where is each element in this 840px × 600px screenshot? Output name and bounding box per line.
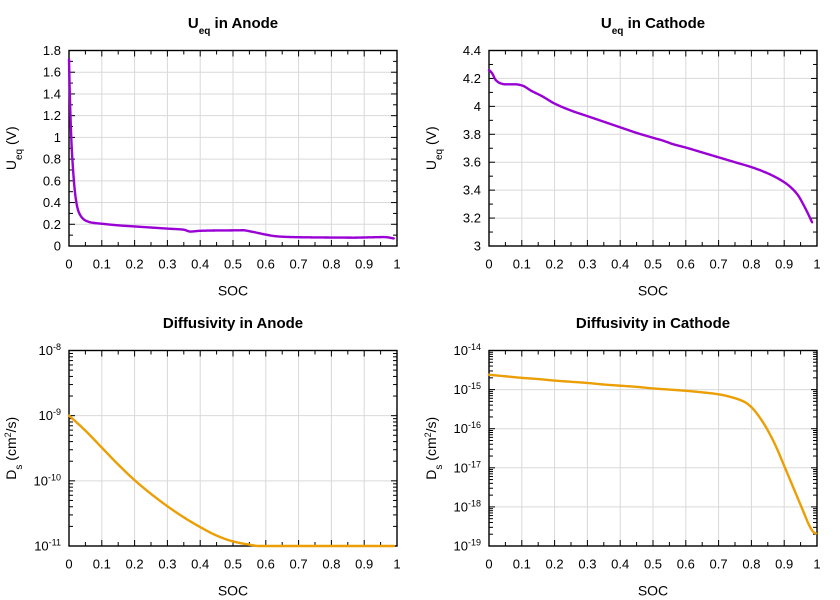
svg-text:SOC: SOC [218,583,248,599]
svg-text:0.2: 0.2 [43,217,61,232]
svg-text:0.7: 0.7 [710,257,728,272]
svg-text:1: 1 [393,557,400,572]
svg-text:4.2: 4.2 [463,71,481,86]
svg-text:0.1: 0.1 [513,257,531,272]
svg-text:0.6: 0.6 [677,557,695,572]
svg-text:Ueq (V): Ueq (V) [3,126,25,170]
svg-text:Diffusivity in Anode: Diffusivity in Anode [163,315,303,332]
svg-text:0.4: 0.4 [191,557,209,572]
svg-text:0.4: 0.4 [191,257,209,272]
svg-text:0.3: 0.3 [578,257,596,272]
svg-text:0.3: 0.3 [578,557,596,572]
svg-text:10-14: 10-14 [454,342,481,358]
svg-text:0.7: 0.7 [290,257,308,272]
svg-text:0.7: 0.7 [290,557,308,572]
svg-text:Ueq in Anode: Ueq in Anode [188,15,278,37]
svg-text:1: 1 [393,257,400,272]
svg-text:0.8: 0.8 [742,257,760,272]
svg-text:0: 0 [65,557,72,572]
svg-text:0.2: 0.2 [126,557,144,572]
svg-text:10-9: 10-9 [39,407,61,423]
svg-text:0.8: 0.8 [322,257,340,272]
svg-text:0.1: 0.1 [93,257,111,272]
svg-text:0.9: 0.9 [775,257,793,272]
svg-text:0.8: 0.8 [43,152,61,167]
svg-text:0.5: 0.5 [224,557,242,572]
svg-text:0.6: 0.6 [257,557,275,572]
svg-text:1: 1 [813,557,820,572]
svg-text:10-16: 10-16 [454,420,481,436]
svg-text:0.4: 0.4 [611,557,629,572]
svg-text:0.1: 0.1 [513,557,531,572]
svg-text:0.8: 0.8 [322,557,340,572]
svg-text:0.2: 0.2 [546,557,564,572]
svg-text:10-19: 10-19 [454,538,481,554]
svg-text:0.9: 0.9 [355,557,373,572]
svg-text:1: 1 [54,130,61,145]
svg-text:0: 0 [65,257,72,272]
svg-text:0.9: 0.9 [355,257,373,272]
svg-text:3: 3 [474,239,481,254]
svg-text:3.4: 3.4 [463,183,481,198]
svg-text:0.9: 0.9 [775,557,793,572]
svg-text:10-15: 10-15 [454,381,481,397]
svg-text:0.6: 0.6 [257,257,275,272]
svg-text:4.4: 4.4 [463,43,481,58]
svg-text:0.4: 0.4 [43,195,61,210]
svg-text:1.2: 1.2 [43,108,61,123]
svg-text:3.8: 3.8 [463,127,481,142]
svg-text:0.6: 0.6 [677,257,695,272]
svg-text:Ueq (V): Ueq (V) [423,126,445,170]
svg-text:1.6: 1.6 [43,65,61,80]
svg-text:0.4: 0.4 [611,257,629,272]
svg-text:10-18: 10-18 [454,498,481,514]
svg-text:1.8: 1.8 [43,43,61,58]
svg-text:0: 0 [485,257,492,272]
svg-text:10-10: 10-10 [34,472,61,488]
svg-text:0.1: 0.1 [93,557,111,572]
svg-text:0: 0 [54,239,61,254]
svg-text:Ds (cm2/s): Ds (cm2/s) [3,417,25,480]
svg-text:0.5: 0.5 [644,557,662,572]
svg-text:0: 0 [485,557,492,572]
svg-text:10-8: 10-8 [39,342,61,358]
svg-text:3.2: 3.2 [463,211,481,226]
svg-text:0.3: 0.3 [158,257,176,272]
svg-text:0.3: 0.3 [158,557,176,572]
svg-text:10-17: 10-17 [454,459,481,475]
svg-text:0.5: 0.5 [224,257,242,272]
svg-text:Diffusivity in Cathode: Diffusivity in Cathode [576,315,730,332]
svg-text:SOC: SOC [218,283,248,299]
svg-text:0.5: 0.5 [644,257,662,272]
svg-text:Ds (cm2/s): Ds (cm2/s) [423,417,445,480]
svg-text:3.6: 3.6 [463,155,481,170]
svg-text:1: 1 [813,257,820,272]
svg-text:0.6: 0.6 [43,173,61,188]
svg-text:SOC: SOC [638,283,668,299]
svg-text:0.8: 0.8 [742,557,760,572]
svg-text:0.7: 0.7 [710,557,728,572]
svg-text:0.2: 0.2 [126,257,144,272]
svg-text:4: 4 [474,99,481,114]
svg-text:SOC: SOC [638,583,668,599]
svg-text:Ueq in Cathode: Ueq in Cathode [601,15,705,37]
svg-text:1.4: 1.4 [43,86,61,101]
svg-text:10-11: 10-11 [34,538,61,554]
svg-text:0.2: 0.2 [546,257,564,272]
